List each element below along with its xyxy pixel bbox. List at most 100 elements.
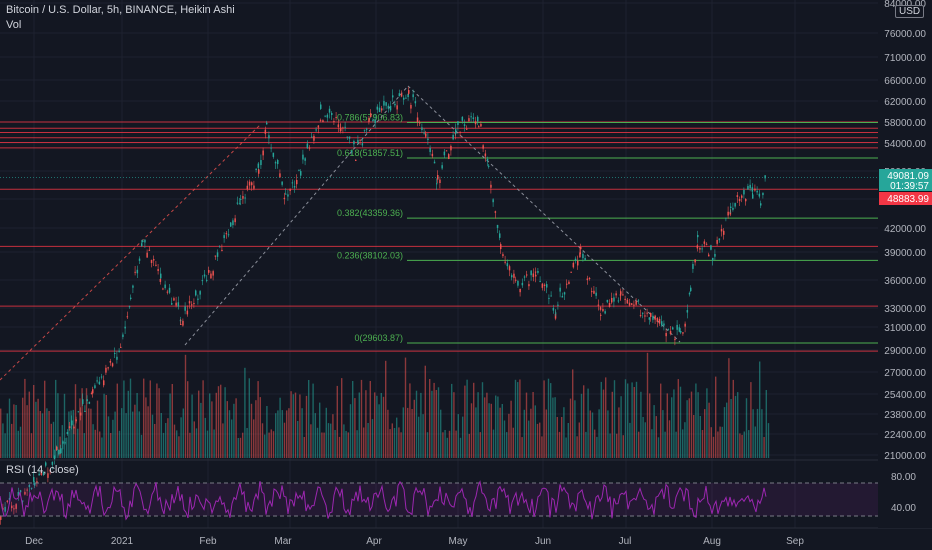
candle-body bbox=[86, 399, 88, 402]
price-tick-label: 25400.00 bbox=[884, 390, 926, 401]
candle-body bbox=[716, 239, 718, 244]
volume-bar bbox=[193, 421, 195, 458]
current-price-value: 49081.09 bbox=[887, 171, 929, 182]
volume-bar bbox=[554, 397, 556, 458]
volume-bar bbox=[734, 395, 737, 458]
volume-bar bbox=[187, 381, 189, 458]
candle-body bbox=[714, 253, 716, 257]
candle-body bbox=[355, 159, 357, 162]
volume-bar bbox=[158, 388, 160, 458]
volume-bar bbox=[297, 421, 299, 458]
candle-body bbox=[230, 222, 232, 227]
candle-body bbox=[559, 287, 561, 292]
volume-bar bbox=[160, 413, 162, 458]
price-tick-label: 33000.00 bbox=[884, 304, 926, 315]
volume-bar bbox=[459, 437, 462, 458]
volume-bar bbox=[517, 382, 519, 458]
time-tick-label: May bbox=[449, 536, 468, 547]
time-axis: Dec 2021 Feb Mar Apr May Jun Jul Aug Sep bbox=[25, 536, 804, 547]
candle-body bbox=[105, 367, 107, 373]
candle-body bbox=[79, 412, 82, 416]
candle-body bbox=[535, 274, 537, 277]
volume-bar bbox=[244, 367, 246, 458]
candle-body bbox=[459, 131, 461, 133]
candle-body bbox=[240, 198, 242, 200]
volume-bar bbox=[57, 393, 59, 458]
volume-bar bbox=[473, 382, 475, 458]
volume-bar bbox=[409, 383, 411, 458]
volume-bar bbox=[228, 410, 231, 458]
volume-bar bbox=[24, 378, 26, 458]
volume-bar bbox=[173, 424, 176, 458]
candle-body bbox=[394, 103, 396, 106]
volume-bar bbox=[563, 407, 565, 458]
candle-body bbox=[602, 308, 604, 312]
volume-bar bbox=[165, 423, 167, 458]
candle-body bbox=[468, 118, 470, 122]
volume-bar bbox=[646, 352, 649, 458]
volume-bar bbox=[330, 423, 332, 458]
volume-bar bbox=[550, 383, 552, 458]
volume-bar bbox=[591, 412, 594, 458]
volume-bar bbox=[565, 437, 567, 458]
volume-bar bbox=[2, 423, 4, 458]
volume-bar bbox=[347, 432, 349, 458]
volume-bar bbox=[22, 397, 24, 458]
rsi-band bbox=[0, 483, 878, 516]
candle-body bbox=[277, 160, 279, 165]
volume-bar bbox=[369, 381, 371, 458]
candle-body bbox=[24, 491, 26, 495]
volume-bar bbox=[602, 389, 605, 458]
volume-bar bbox=[545, 409, 547, 458]
volume-bar bbox=[613, 380, 616, 458]
volume-bar bbox=[349, 404, 352, 458]
volume-bar bbox=[136, 393, 138, 458]
candle-body bbox=[738, 199, 741, 202]
candle-body bbox=[658, 318, 661, 324]
candle-body bbox=[260, 160, 262, 166]
candle-body bbox=[667, 329, 670, 331]
candle-body bbox=[82, 399, 84, 405]
candle-body bbox=[764, 175, 766, 179]
volume-bar bbox=[154, 424, 156, 458]
candle-body bbox=[499, 233, 501, 238]
currency-button[interactable]: USD bbox=[895, 5, 925, 18]
candle-body bbox=[532, 273, 535, 278]
candle-body bbox=[285, 193, 287, 195]
volume-bar bbox=[642, 417, 644, 458]
candle-body bbox=[743, 189, 745, 195]
volume-bar bbox=[737, 392, 739, 458]
volume-bar bbox=[457, 414, 459, 458]
volume-bar bbox=[651, 429, 653, 458]
rsi-label[interactable]: RSI (14, close) bbox=[6, 464, 79, 476]
volume-bar bbox=[761, 409, 763, 458]
volume-bar bbox=[156, 383, 158, 458]
volume-bar bbox=[690, 391, 693, 458]
candle-body bbox=[370, 113, 372, 118]
volume-bar bbox=[448, 430, 451, 458]
volume-bar bbox=[39, 411, 41, 458]
chart-title[interactable]: Bitcoin / U.S. Dollar, 5h, BINANCE, Heik… bbox=[6, 4, 235, 16]
candle-body bbox=[747, 186, 749, 190]
volume-bar bbox=[272, 431, 275, 458]
volume-bars bbox=[0, 352, 770, 458]
candle-body bbox=[148, 249, 151, 251]
candle-body bbox=[242, 196, 244, 199]
candle-body bbox=[374, 119, 376, 124]
candle-body bbox=[584, 258, 586, 261]
candle-body bbox=[141, 243, 143, 247]
rsi-line bbox=[0, 480, 767, 521]
volume-bar bbox=[206, 430, 209, 458]
candle-body bbox=[604, 311, 606, 314]
price-tick-label: 58000.00 bbox=[884, 118, 926, 129]
volume-bar bbox=[343, 424, 345, 458]
candle-body bbox=[372, 119, 374, 121]
volume-bar bbox=[605, 377, 607, 458]
volume-bar bbox=[143, 378, 145, 458]
candle-body bbox=[463, 124, 466, 126]
candle-body bbox=[699, 248, 701, 250]
rsi-pane bbox=[0, 459, 932, 529]
volume-bar bbox=[479, 432, 481, 458]
volume-bar bbox=[620, 396, 622, 458]
